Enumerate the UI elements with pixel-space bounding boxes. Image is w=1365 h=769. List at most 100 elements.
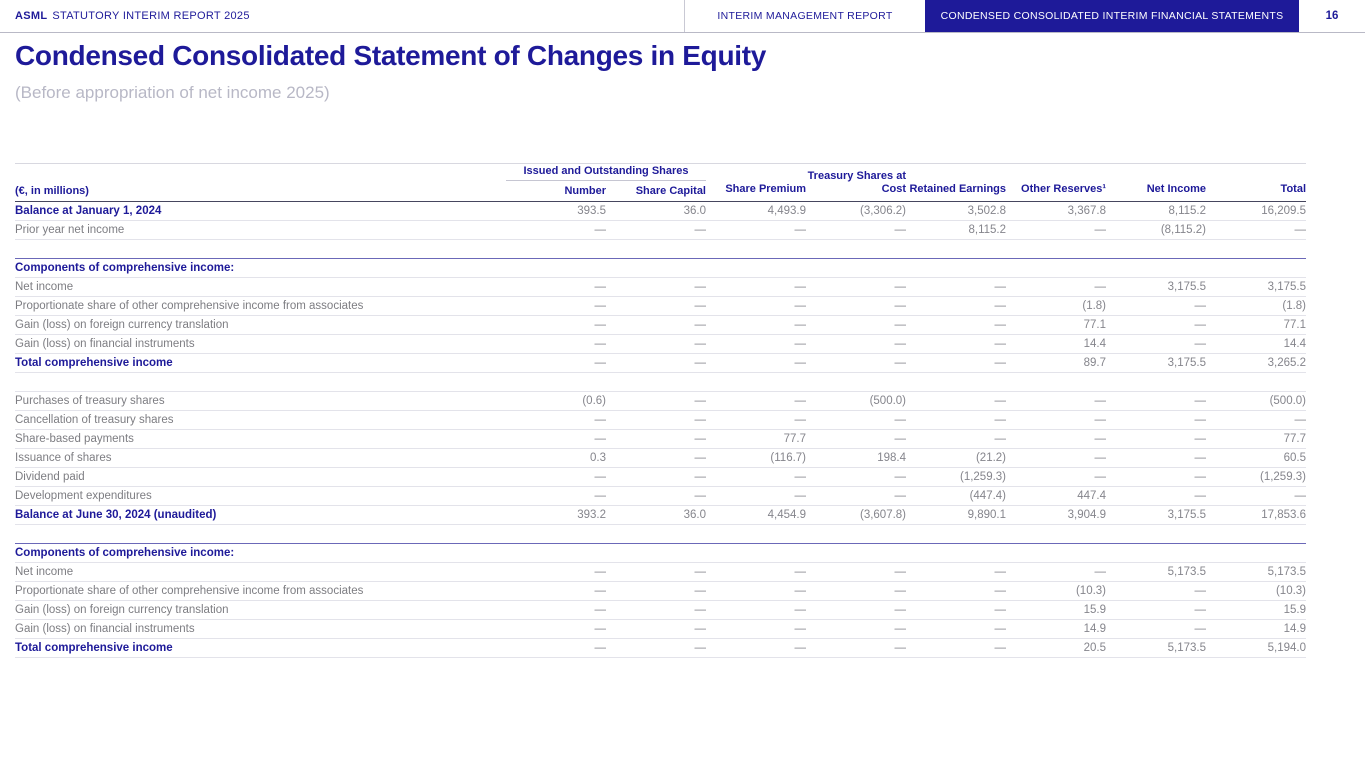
tab-financial-statements[interactable]: CONDENSED CONSOLIDATED INTERIM FINANCIAL… [925, 0, 1299, 32]
cell-value: — [806, 277, 907, 297]
cell-value: — [906, 562, 1007, 582]
report-name: STATUTORY INTERIM REPORT 2025 [52, 10, 250, 22]
cell-value: — [606, 277, 707, 297]
cell-value: (10.3) [1006, 581, 1107, 601]
row-label: Dividend paid [15, 467, 506, 487]
cell-value: 5,173.5 [1106, 638, 1207, 658]
cell-value: — [906, 619, 1007, 639]
cell-value: 198.4 [806, 448, 907, 468]
cell-value: — [706, 353, 807, 373]
table-row: Gain (loss) on financial instruments — — — —… [15, 334, 1307, 354]
cell-value: 17,853.6 [1206, 505, 1307, 525]
cell-value: — [606, 315, 707, 335]
cell-value: — [706, 486, 807, 506]
row-label: Development expenditures [15, 486, 506, 506]
cell-value: 15.9 [1206, 600, 1307, 620]
column-header-retained-earnings: Retained Earnings [906, 163, 1007, 202]
cell-value: — [706, 581, 807, 601]
cell-value: — [706, 600, 807, 620]
spacer-row [15, 525, 1306, 544]
table-row: Issuance of shares 0.3— (116.7) 198.4 (21.2)… [15, 448, 1307, 468]
cell-value: — [606, 619, 707, 639]
cell-value: — [506, 638, 606, 658]
cell-value: — [706, 391, 807, 411]
cell-value [1206, 258, 1307, 278]
spacer-cell [15, 240, 1306, 259]
cell-value: (3,306.2) [806, 201, 907, 221]
cell-value: 5,173.5 [1206, 562, 1307, 582]
cell-value: — [806, 334, 907, 354]
row-label: Net income [15, 277, 506, 297]
page-number: 16 [1325, 10, 1339, 22]
cell-value: — [506, 619, 606, 639]
cell-value: — [1106, 600, 1207, 620]
cell-value: — [1006, 277, 1107, 297]
brand-logo: ASML [15, 10, 48, 22]
table-row: Net income — — — — — —3,175.5 3,175.5 [15, 277, 1307, 297]
cell-value: — [506, 220, 606, 240]
column-header-treasury-shares: Treasury Shares at Cost [806, 163, 907, 202]
cell-value: — [1006, 391, 1107, 411]
cell-value: 3,175.5 [1206, 277, 1307, 297]
cell-value: — [606, 448, 707, 468]
table-row: Share-based payments — —77.7— — — —77.7 [15, 429, 1307, 449]
cell-value: 9,890.1 [906, 505, 1007, 525]
cell-value: 14.4 [1206, 334, 1307, 354]
cell-value: 3,502.8 [906, 201, 1007, 221]
cell-value: — [1006, 220, 1107, 240]
cell-value: 14.9 [1006, 619, 1107, 639]
cell-value: (21.2) [906, 448, 1007, 468]
table-row: Total comprehensive income — — — — —89.7 3,175… [15, 353, 1307, 373]
cell-value: — [506, 486, 606, 506]
cell-value: — [1206, 220, 1307, 240]
table-row: Balance at June 30, 2024 (unaudited) 393.… [15, 505, 1307, 525]
cell-value: — [806, 638, 907, 658]
table-row: Net income — — — — — —5,173.5 5,173.5 [15, 562, 1307, 582]
cell-value: — [1106, 429, 1207, 449]
cell-value: — [506, 562, 606, 582]
cell-value: 36.0 [606, 505, 707, 525]
row-label: Gain (loss) on foreign currency translat… [15, 315, 506, 335]
row-label: Gain (loss) on foreign currency translat… [15, 600, 506, 620]
cell-value: 36.0 [606, 201, 707, 221]
cell-value: — [806, 562, 907, 582]
row-label: Components of comprehensive income: [15, 258, 506, 278]
column-header-net-income: Net Income [1106, 163, 1207, 202]
cell-value: 3,367.8 [1006, 201, 1107, 221]
cell-value: 77.1 [1006, 315, 1107, 335]
cell-value: 5,194.0 [1206, 638, 1307, 658]
cell-value: — [806, 296, 907, 316]
cell-value: — [506, 334, 606, 354]
cell-value: — [706, 467, 807, 487]
cell-value: — [606, 391, 707, 411]
cell-value: — [1206, 410, 1307, 430]
table-row: Total comprehensive income — — — — —20.5 5,173… [15, 638, 1307, 658]
row-label: Net income [15, 562, 506, 582]
tab-interim-management-report[interactable]: INTERIM MANAGEMENT REPORT [684, 0, 925, 32]
cell-value: — [706, 562, 807, 582]
cell-value: — [1106, 467, 1207, 487]
row-label: Issuance of shares [15, 448, 506, 468]
group-header-label: Issued and Outstanding Shares [506, 165, 707, 181]
cell-value [606, 543, 707, 563]
cell-value: — [1106, 486, 1207, 506]
column-header-other-reserves: Other Reserves¹ [1006, 163, 1107, 202]
cell-value: — [706, 334, 807, 354]
cell-value [1006, 543, 1107, 563]
cell-value: — [706, 315, 807, 335]
table-row: Cancellation of treasury shares — — — — — — — — [15, 410, 1307, 430]
row-label: Gain (loss) on financial instruments [15, 334, 506, 354]
cell-value: 60.5 [1206, 448, 1307, 468]
cell-value: — [806, 429, 907, 449]
cell-value: — [806, 486, 907, 506]
column-header-number: Number [564, 185, 606, 197]
cell-value: — [1006, 429, 1107, 449]
cell-value: — [606, 638, 707, 658]
cell-value: (447.4) [906, 486, 1007, 506]
cell-value: 8,115.2 [906, 220, 1007, 240]
table-row: Proportionate share of other comprehensi… [15, 581, 1307, 601]
cell-value: — [606, 581, 707, 601]
column-header-share-premium: Share Premium [706, 163, 807, 202]
table-row: Gain (loss) on foreign currency translat… [15, 600, 1307, 620]
cell-value: — [1206, 486, 1307, 506]
